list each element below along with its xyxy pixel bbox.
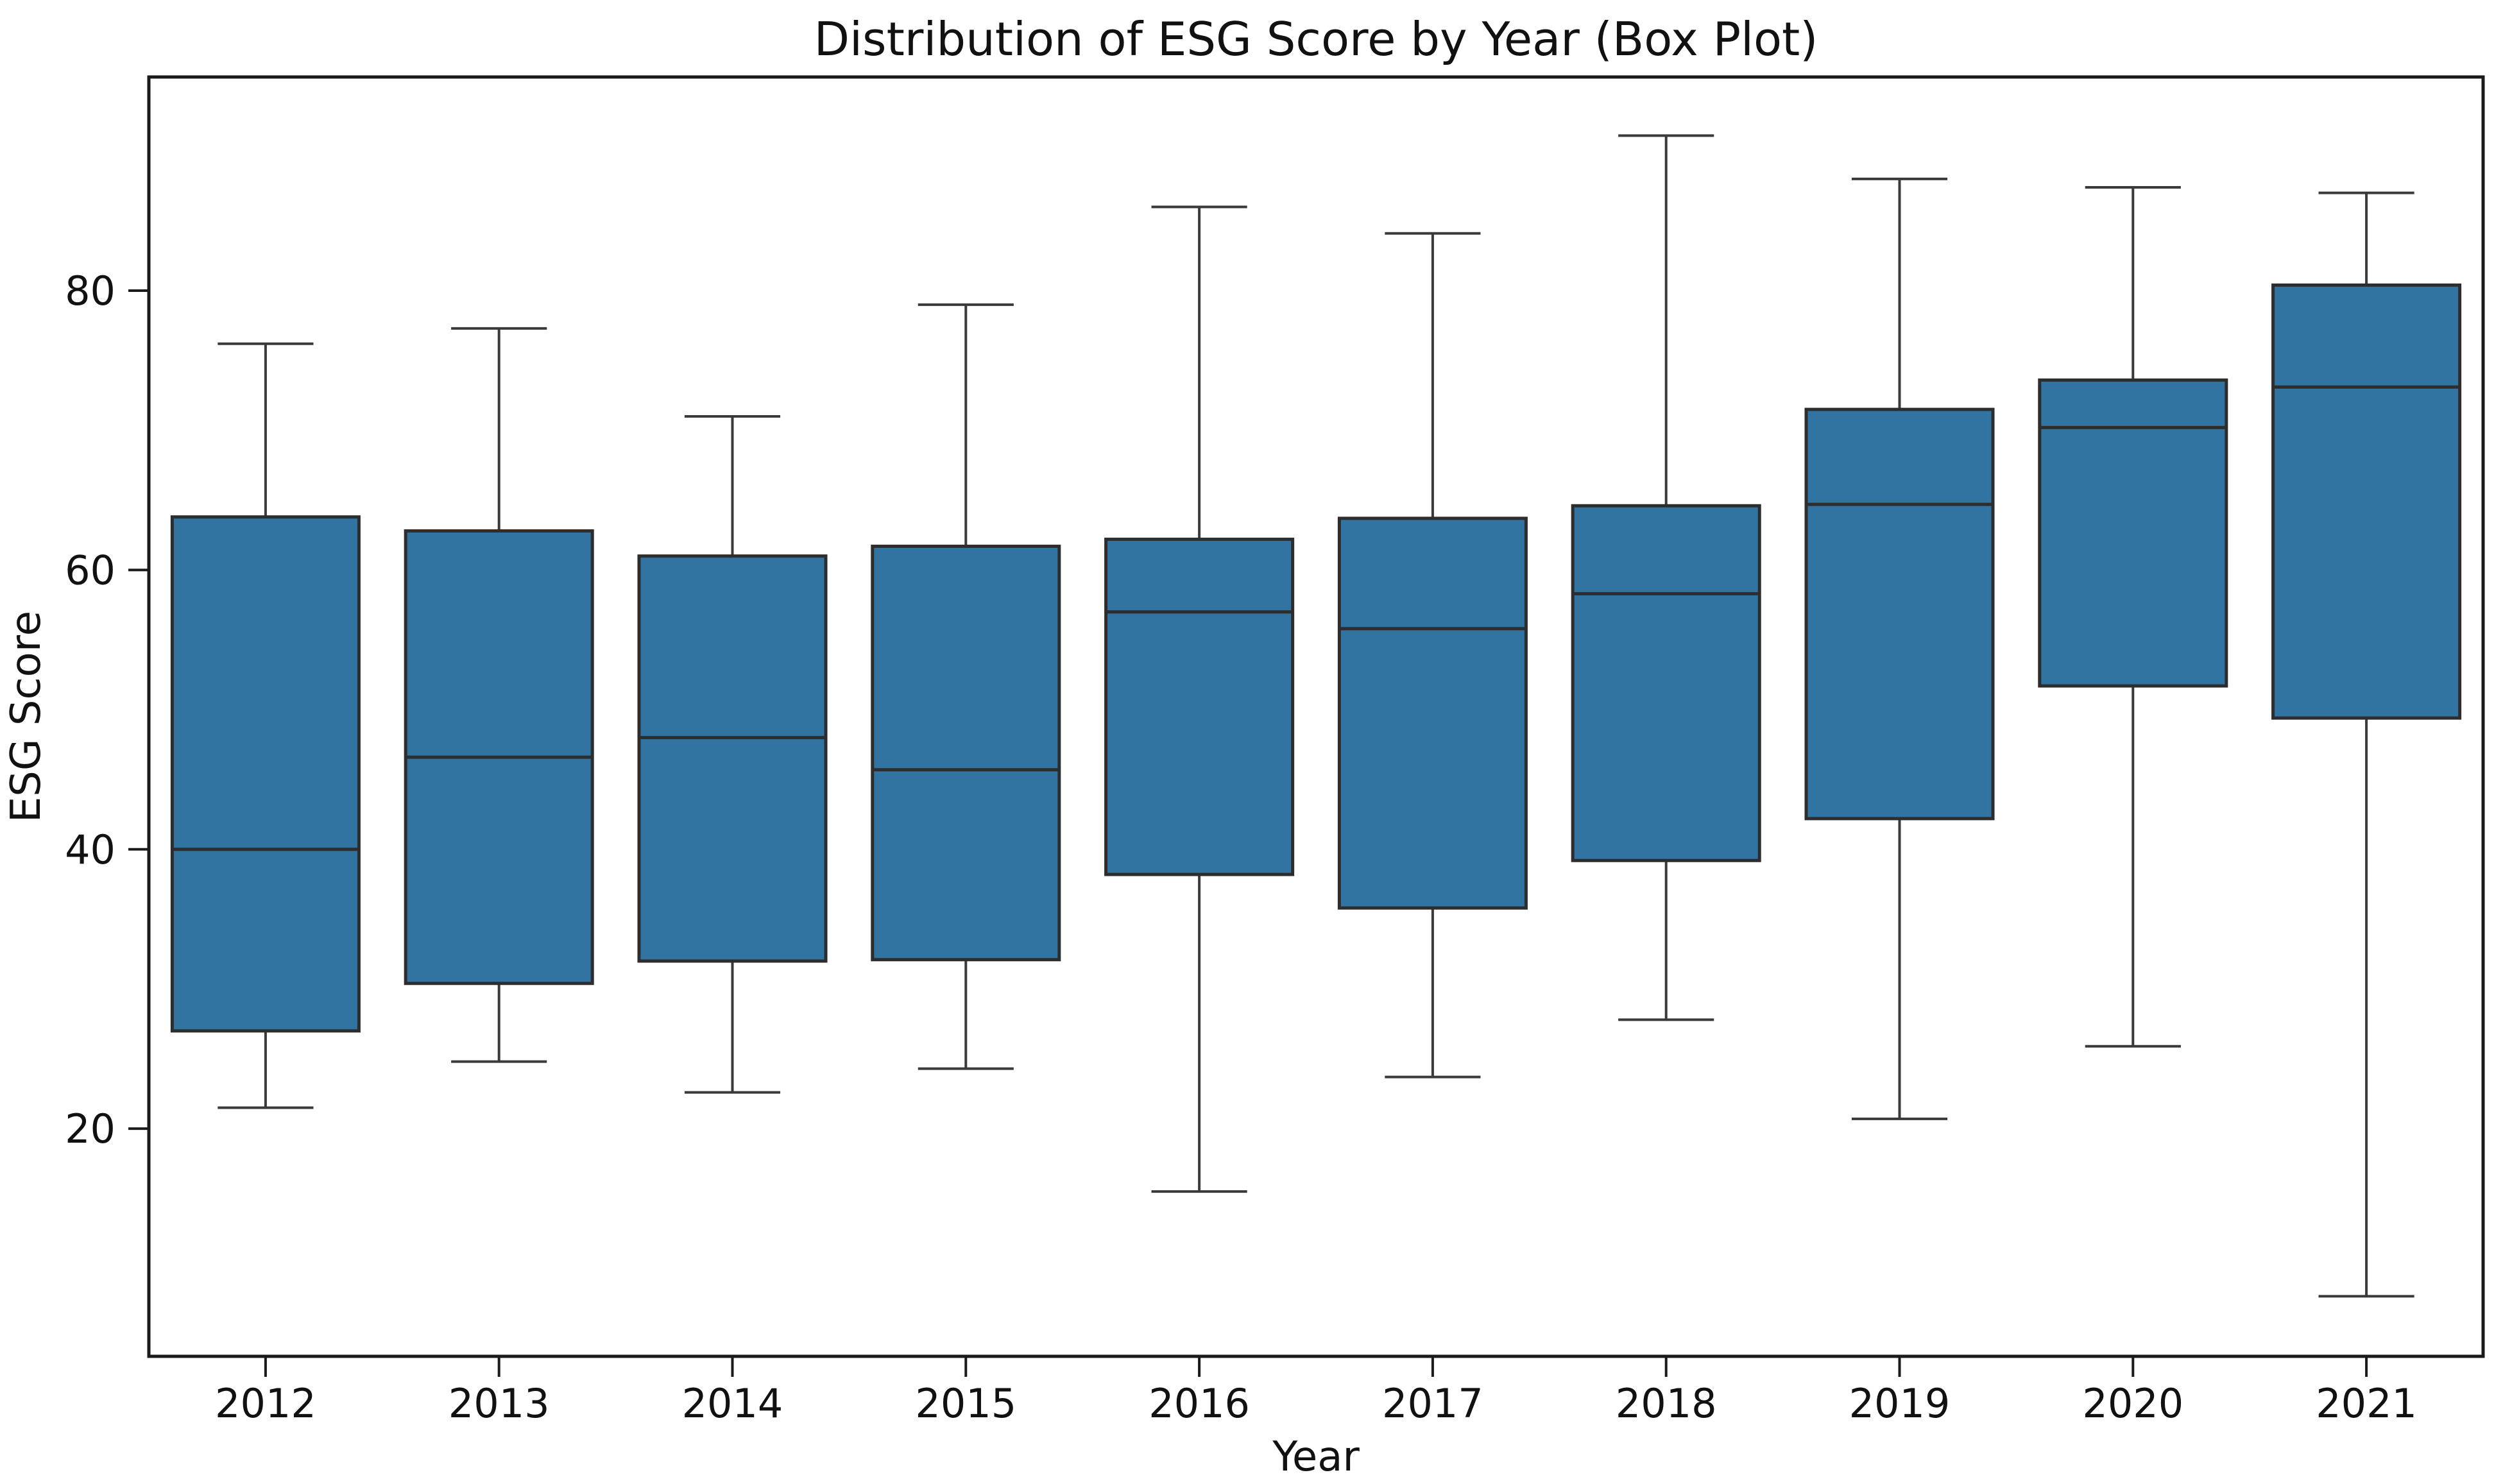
x-tick-label-2019: 2019 [1849, 1380, 1951, 1427]
x-tick-label-2016: 2016 [1149, 1380, 1250, 1427]
box-2020 [2038, 378, 2228, 688]
x-tick-label-2020: 2020 [2082, 1380, 2183, 1427]
x-tick-label-2013: 2013 [448, 1380, 550, 1427]
y-axis-label: ESG Score [3, 611, 50, 823]
x-tick-label-2012: 2012 [215, 1380, 316, 1427]
plot-content: 20 40 60 80 2012 2013 2014 2015 2016 2017 2018 2019… [65, 134, 2462, 1427]
y-tick-label-80: 80 [65, 268, 115, 314]
box-2016 [1104, 538, 1295, 876]
plot-frame [147, 75, 2485, 1358]
box-2019 [1804, 407, 1995, 821]
x-tick-label-2015: 2015 [915, 1380, 1016, 1427]
box-2017 [1337, 516, 1528, 910]
x-tick-label-2014: 2014 [682, 1380, 783, 1427]
y-tick-label-20: 20 [65, 1105, 115, 1152]
x-tick-label-2017: 2017 [1382, 1380, 1483, 1427]
box-2012 [170, 515, 361, 1033]
y-tick-label-40: 40 [65, 826, 115, 873]
chart-title: Distribution of ESG Score by Year (Box P… [814, 12, 1818, 66]
box-2018 [1571, 504, 1761, 862]
y-tick-label-60: 60 [65, 547, 115, 593]
x-tick-label-2021: 2021 [2316, 1380, 2417, 1427]
x-axis-label: Year [1272, 1433, 1360, 1481]
box-2021 [2271, 283, 2462, 720]
box-2015 [871, 544, 1061, 962]
box-2014 [637, 554, 828, 963]
x-tick-label-2018: 2018 [1616, 1380, 1717, 1427]
